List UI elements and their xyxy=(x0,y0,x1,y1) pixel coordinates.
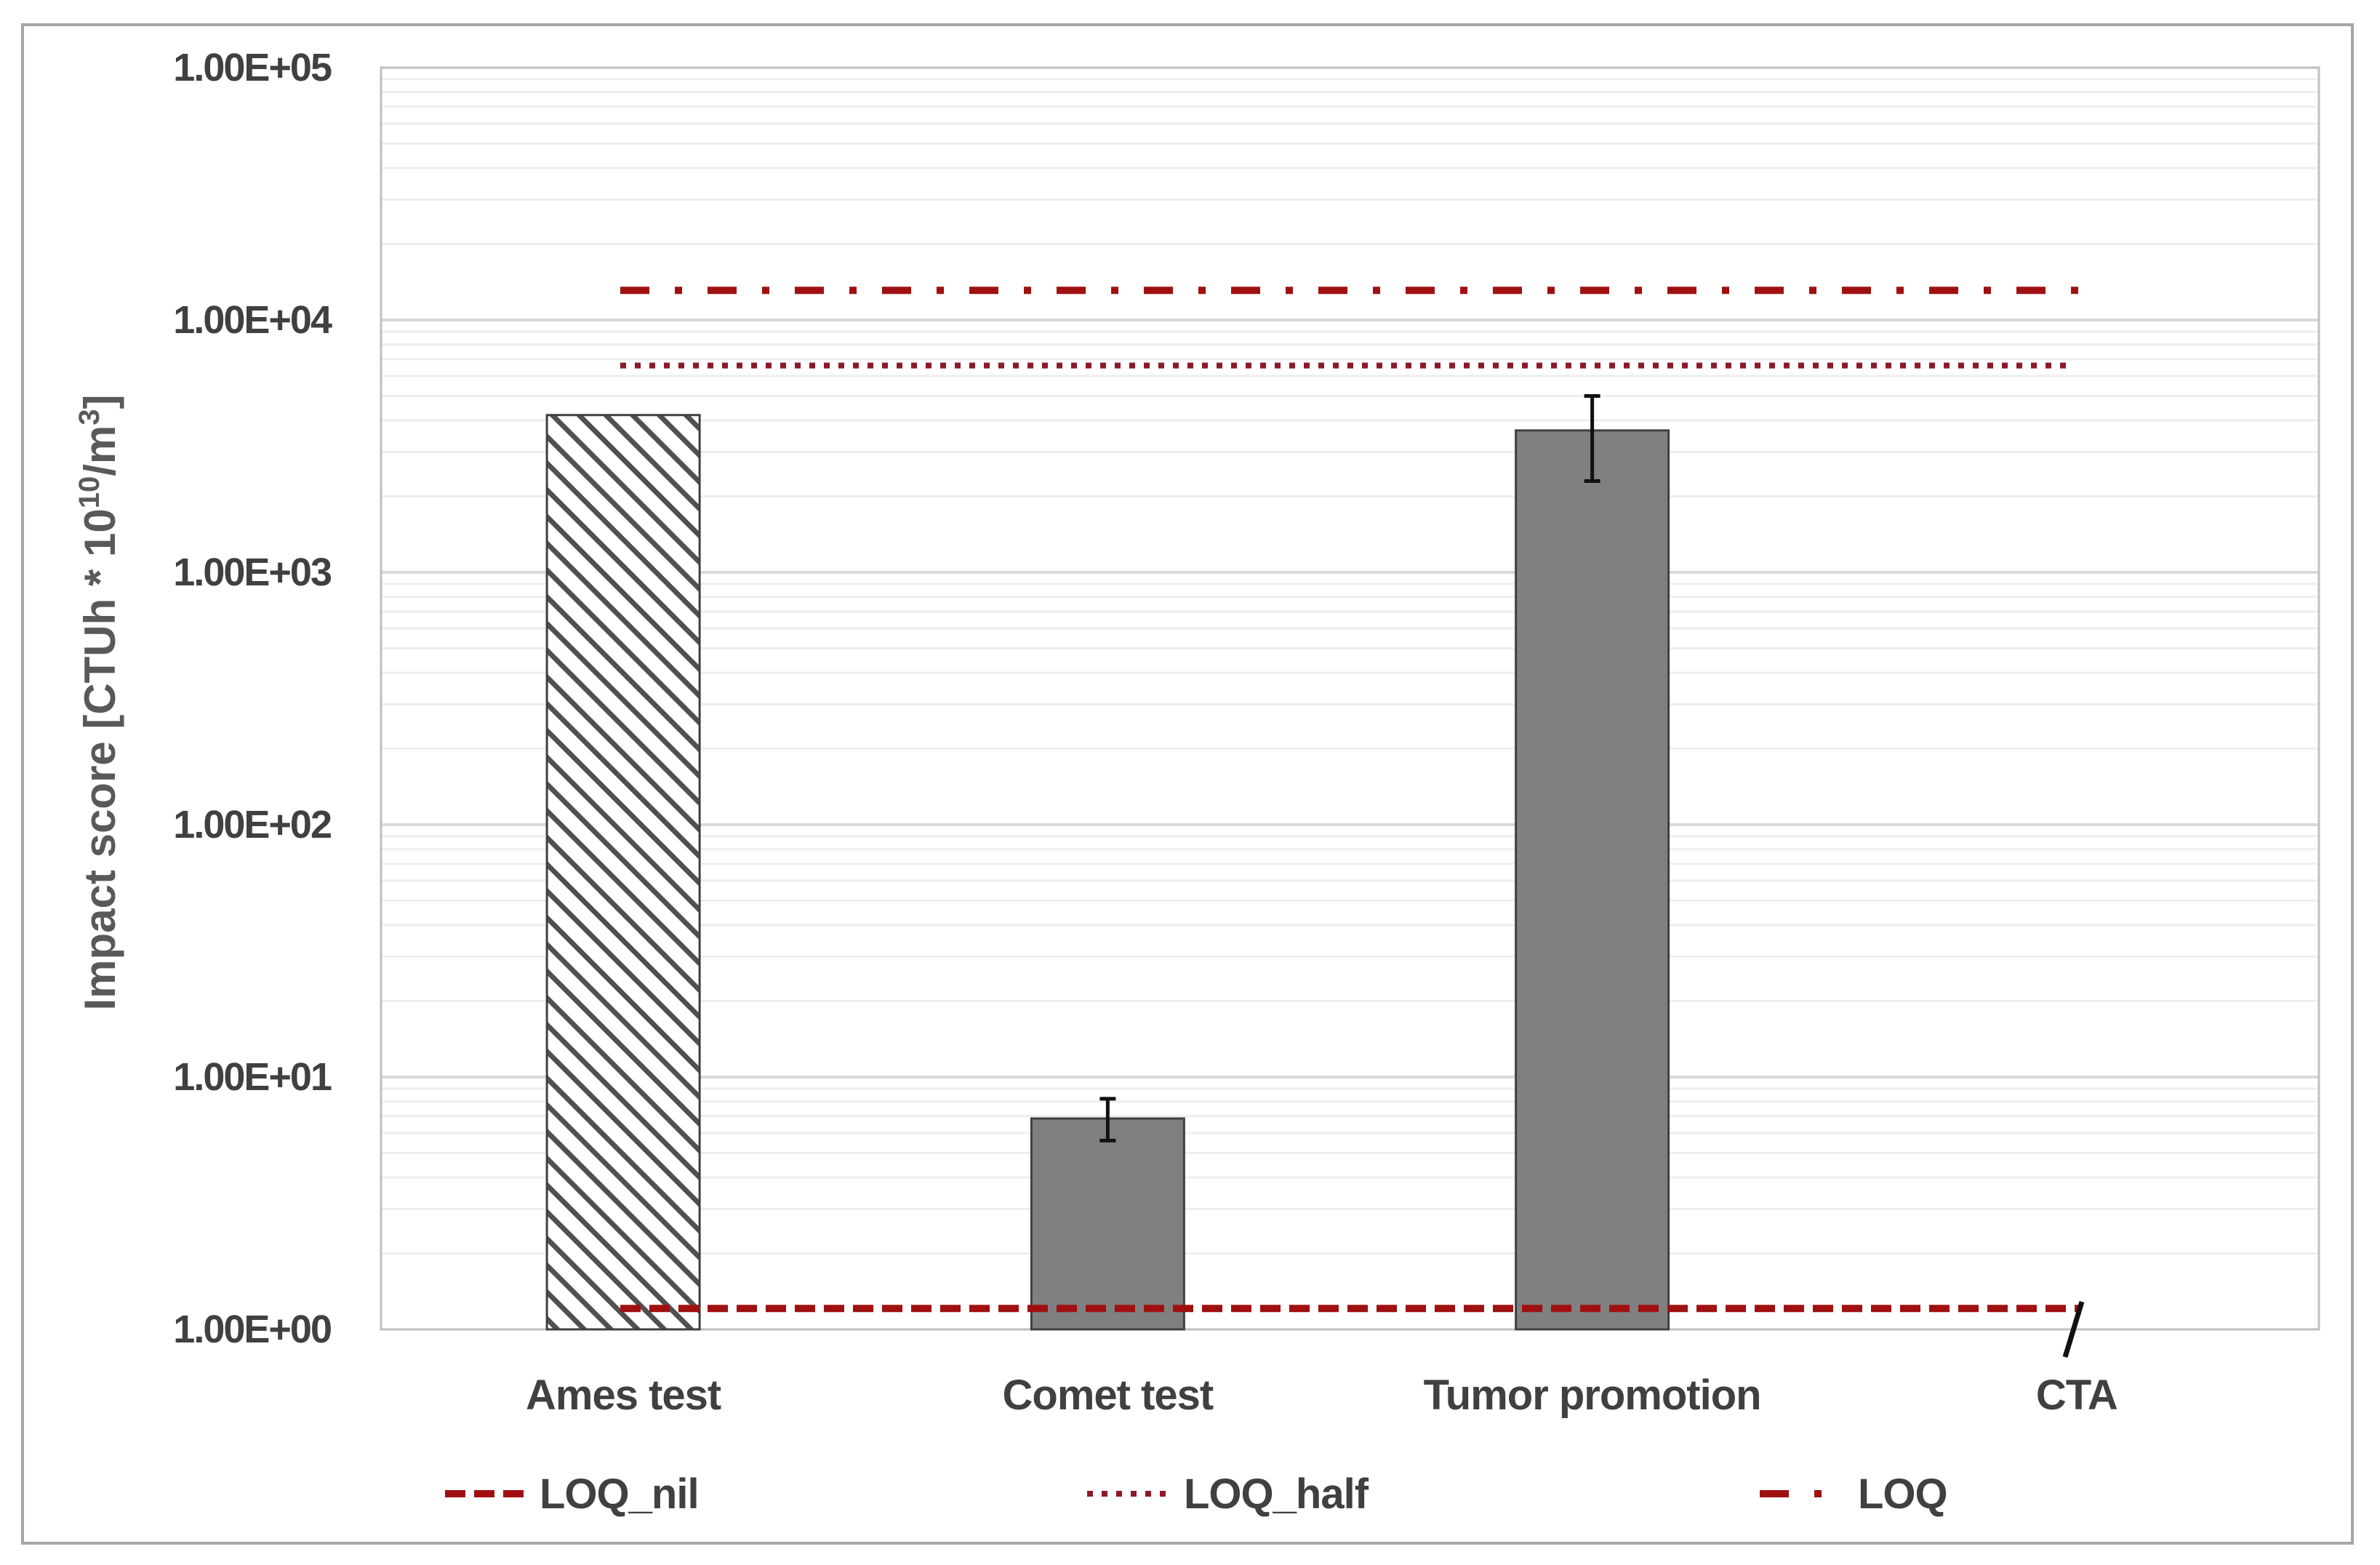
bar-tumor-promotion xyxy=(1515,429,1670,1331)
y-axis-title: Impact score [CTUh * 1010/m3] xyxy=(73,395,124,1011)
legend-item-loq-nil: LOQ_nil xyxy=(445,1470,700,1518)
major-gridlines xyxy=(381,319,2319,1078)
minor-gridlines xyxy=(381,78,2319,1255)
legend-item-loq: LOQ xyxy=(1760,1470,1948,1518)
error-bars xyxy=(1099,393,1600,1142)
legend: LOQ_nil LOQ_half LOQ xyxy=(445,1470,1948,1518)
x-category-label: Tumor promotion xyxy=(1424,1372,1761,1419)
legend-item-loq-half: LOQ_half xyxy=(1087,1470,1370,1518)
plot-area xyxy=(380,66,2320,1331)
legend-label: LOQ xyxy=(1858,1470,1947,1518)
y-tick-label: 1.00E+05 xyxy=(173,46,332,89)
x-category-label: Comet test xyxy=(1003,1372,1214,1419)
break-slash-icon xyxy=(2062,1300,2085,1358)
bar-comet-test xyxy=(1030,1117,1185,1331)
axis-break-mark xyxy=(2062,1300,2085,1358)
y-tick-label: 1.00E+00 xyxy=(173,1308,331,1351)
bars xyxy=(545,414,1670,1331)
chart-frame xyxy=(21,23,2354,1545)
x-category-label: Ames test xyxy=(526,1372,721,1419)
legend-label: LOQ_half xyxy=(1184,1470,1369,1518)
bar-ames-test xyxy=(545,414,701,1331)
y-tick-label: 1.00E+03 xyxy=(173,551,332,594)
y-tick-label: 1.00E+04 xyxy=(173,298,332,342)
legend-label: LOQ_nil xyxy=(540,1470,699,1518)
reference-lines xyxy=(620,287,2081,1313)
x-category-label: CTA xyxy=(2036,1372,2117,1419)
y-tick-label: 1.00E+02 xyxy=(173,803,331,846)
x-axis-category-labels: Ames test Comet test Tumor promotion CTA xyxy=(526,1372,2118,1419)
y-axis-tick-labels: 1.00E+00 1.00E+01 1.00E+02 1.00E+03 1.00E+04… xyxy=(173,46,334,1351)
y-tick-label: 1.00E+01 xyxy=(173,1055,332,1099)
